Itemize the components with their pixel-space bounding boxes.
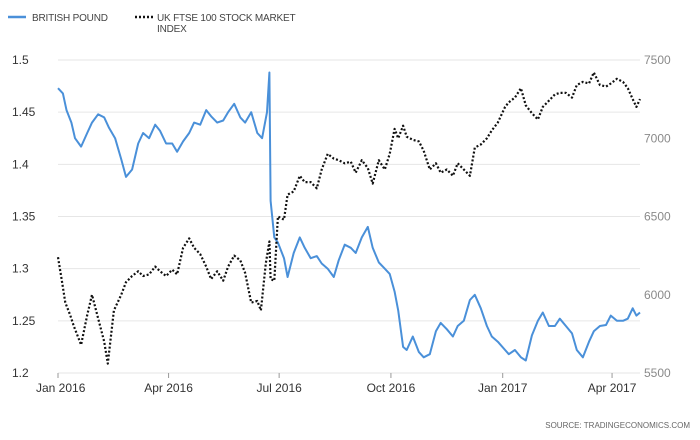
x-tick-5: Apr 2017 xyxy=(588,381,637,395)
right-axis-ticks: 5500 6000 6500 7000 7500 xyxy=(644,53,671,380)
x-axis-ticks: Jan 2016 Apr 2016 Jul 2016 Oct 2016 Jan 2017… xyxy=(36,373,637,395)
y-left-tick-1: 1.25 xyxy=(12,314,36,328)
y-left-tick-4: 1.4 xyxy=(12,157,29,171)
left-axis-ticks: 1.2 1.25 1.3 1.35 1.4 1.45 1.5 xyxy=(12,53,36,380)
x-tick-4: Jan 2017 xyxy=(478,381,528,395)
legend-label-ftse: UK FTSE 100 STOCK MARKET INDEX xyxy=(157,13,298,35)
series-line-pound xyxy=(57,71,641,362)
y-right-tick-4: 7500 xyxy=(644,53,671,67)
legend: BRITISH POUND UK FTSE 100 STOCK MARKET I… xyxy=(8,13,298,35)
series-line-ftse xyxy=(56,71,641,365)
legend-label-ftse-line-1: UK FTSE 100 STOCK MARKET xyxy=(157,13,295,24)
source-label: SOURCE: TRADINGECONOMICS.COM xyxy=(545,421,690,430)
y-right-tick-0: 5500 xyxy=(644,366,671,380)
x-tick-1: Apr 2016 xyxy=(144,381,193,395)
y-left-tick-3: 1.35 xyxy=(12,210,36,224)
x-tick-0: Jan 2016 xyxy=(36,381,86,395)
x-tick-2: Jul 2016 xyxy=(256,381,302,395)
legend-label-ftse-line-2: INDEX xyxy=(157,24,187,35)
y-left-tick-2: 1.3 xyxy=(12,262,29,276)
gridlines xyxy=(58,59,640,374)
series-layer xyxy=(56,71,641,365)
x-tick-3: Oct 2016 xyxy=(367,381,416,395)
y-left-tick-0: 1.2 xyxy=(12,366,29,380)
y-left-tick-5: 1.45 xyxy=(12,105,36,119)
y-right-tick-2: 6500 xyxy=(644,210,671,224)
y-right-tick-3: 7000 xyxy=(644,131,671,145)
legend-label-pound: BRITISH POUND xyxy=(32,13,108,24)
y-left-tick-6: 1.5 xyxy=(12,53,29,67)
y-right-tick-1: 6000 xyxy=(644,288,671,302)
